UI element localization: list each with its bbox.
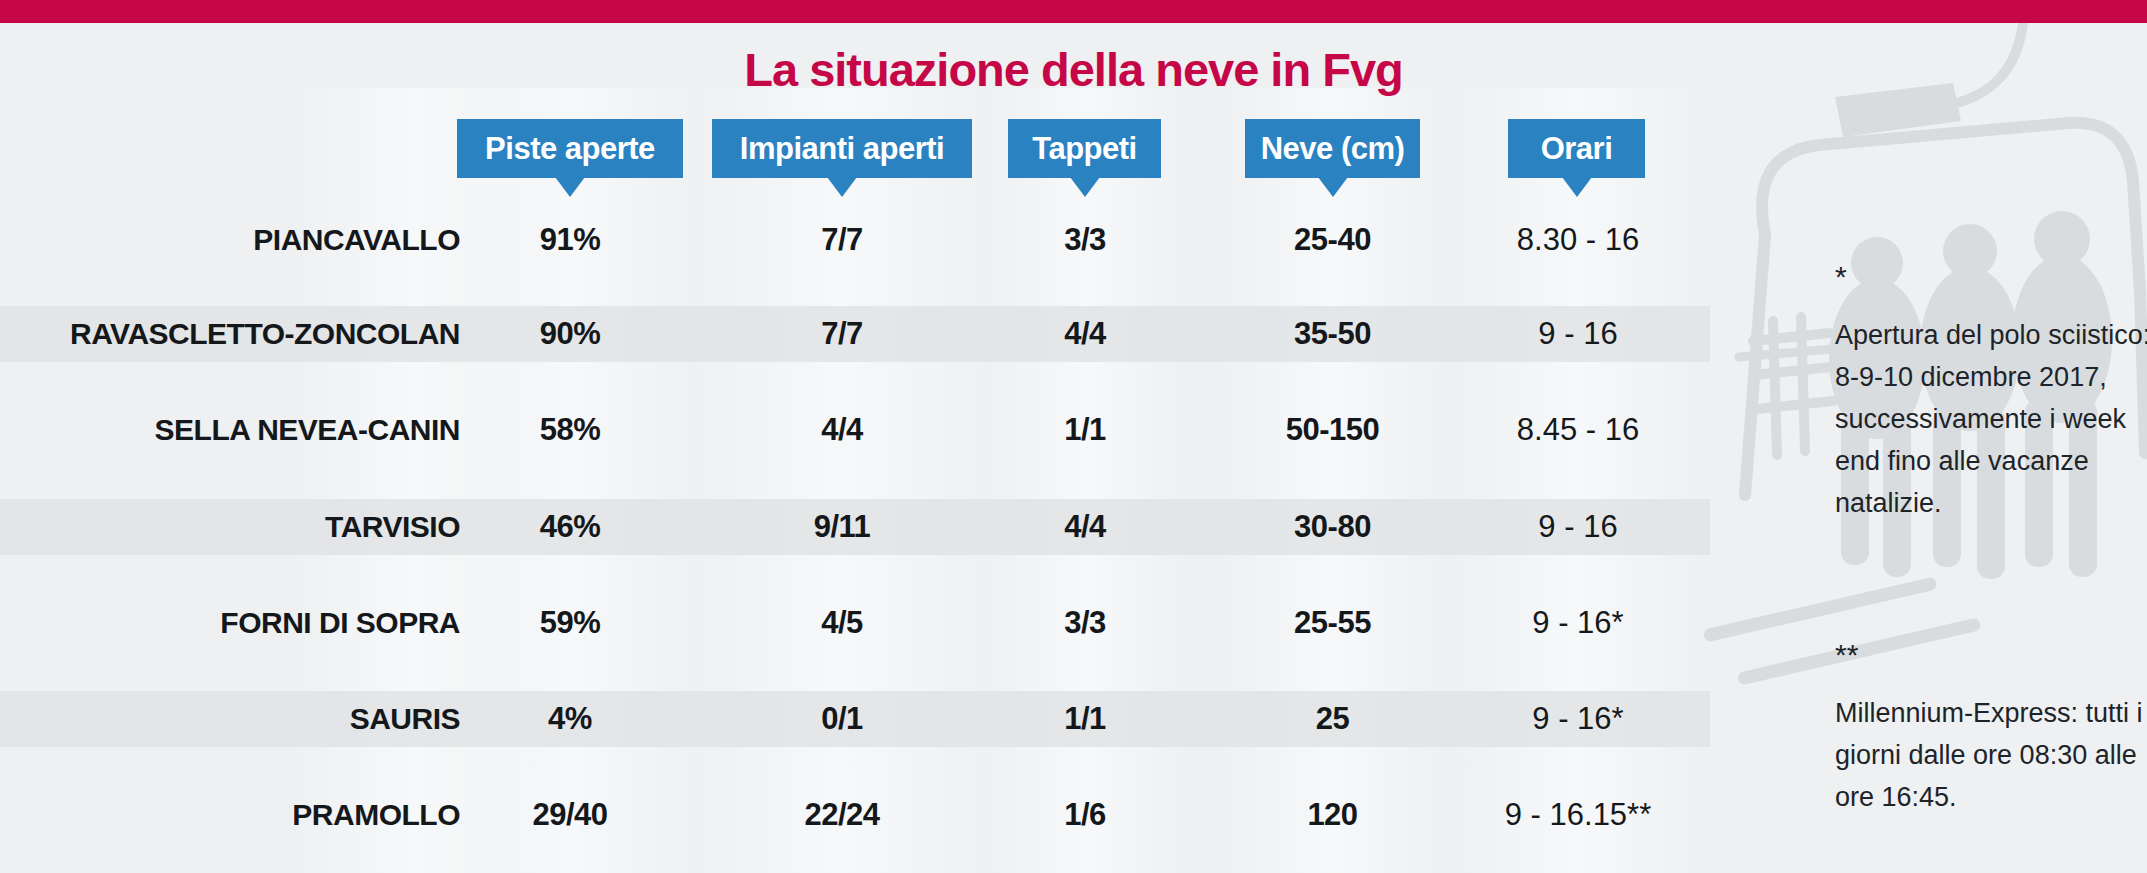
table-row: RAVASCLETTO-ZONCOLAN 90% 7/7 4/4 35-50 9… [0, 312, 1710, 356]
piste-aperte: 46% [460, 505, 680, 549]
resort-name: FORNI DI SOPRA [0, 601, 460, 645]
footnote-text: Millennium-Express: tutti i giorni dalle… [1835, 692, 2147, 818]
infographic-snow-situation-fvg: La situazione della neve in Fvg Piste ap… [0, 0, 2147, 873]
piste-aperte: 29/40 [460, 793, 680, 837]
footnote-marker: ** [1835, 640, 2147, 670]
neve-cm: 25-40 [1243, 218, 1422, 262]
tappeti: 1/6 [1008, 793, 1162, 837]
table-row: SELLA NEVEA-CANIN 58% 4/4 1/1 50-150 8.4… [0, 408, 1710, 452]
footnote-single-asterisk: * Apertura del polo sciistico: 8-9-10 di… [1835, 262, 2147, 524]
column-band [438, 88, 702, 873]
column-band [688, 88, 992, 873]
impianti-aperti: 4/4 [710, 408, 974, 452]
impianti-aperti: 0/1 [710, 697, 974, 741]
piste-aperte: 90% [460, 312, 680, 356]
column-band [982, 88, 1188, 873]
neve-cm: 120 [1243, 793, 1422, 837]
orari: 9 - 16* [1476, 697, 1680, 741]
tappeti: 4/4 [1008, 505, 1162, 549]
page-title: La situazione della neve in Fvg [0, 42, 2147, 97]
impianti-aperti: 4/5 [710, 601, 974, 645]
table-row: SAURIS 4% 0/1 1/1 25 9 - 16* [0, 697, 1710, 741]
impianti-aperti: 22/24 [710, 793, 974, 837]
resort-name: TARVISIO [0, 505, 460, 549]
orari: 9 - 16 [1476, 505, 1680, 549]
column-header-piste-aperte: Piste aperte [457, 119, 683, 178]
column-header-orari: Orari [1508, 119, 1645, 178]
neve-cm: 35-50 [1243, 312, 1422, 356]
piste-aperte: 58% [460, 408, 680, 452]
footnote-marker: * [1835, 262, 2147, 292]
resort-name: RAVASCLETTO-ZONCOLAN [0, 312, 460, 356]
piste-aperte: 59% [460, 601, 680, 645]
impianti-aperti: 9/11 [710, 505, 974, 549]
orari: 8.45 - 16 [1476, 408, 1680, 452]
neve-cm: 30-80 [1243, 505, 1422, 549]
resort-name: SAURIS [0, 697, 460, 741]
tappeti: 3/3 [1008, 601, 1162, 645]
table-row: PRAMOLLO 29/40 22/24 1/6 120 9 - 16.15** [0, 793, 1710, 837]
piste-aperte: 4% [460, 697, 680, 741]
footnote-text: Apertura del polo sciistico: 8-9-10 dice… [1835, 314, 2147, 524]
neve-cm: 25-55 [1243, 601, 1422, 645]
tappeti: 1/1 [1008, 408, 1162, 452]
orari: 9 - 16.15** [1476, 793, 1680, 837]
footnote-double-asterisk: ** Millennium-Express: tutti i giorni da… [1835, 640, 2147, 818]
resort-name: PRAMOLLO [0, 793, 460, 837]
column-header-neve-cm: Neve (cm) [1245, 119, 1420, 178]
column-header-impianti-aperti: Impianti aperti [712, 119, 972, 178]
orari: 8.30 - 16 [1476, 218, 1680, 262]
column-band [1452, 88, 1702, 873]
column-header-tappeti: Tappeti [1008, 119, 1161, 178]
tappeti: 4/4 [1008, 312, 1162, 356]
neve-cm: 50-150 [1243, 408, 1422, 452]
resort-name: SELLA NEVEA-CANIN [0, 408, 460, 452]
piste-aperte: 91% [460, 218, 680, 262]
tappeti: 3/3 [1008, 218, 1162, 262]
impianti-aperti: 7/7 [710, 218, 974, 262]
impianti-aperti: 7/7 [710, 312, 974, 356]
tappeti: 1/1 [1008, 697, 1162, 741]
top-accent-bar [0, 0, 2147, 23]
resort-name: PIANCAVALLO [0, 218, 460, 262]
orari: 9 - 16* [1476, 601, 1680, 645]
orari: 9 - 16 [1476, 312, 1680, 356]
table-row: PIANCAVALLO 91% 7/7 3/3 25-40 8.30 - 16 [0, 218, 1710, 262]
neve-cm: 25 [1243, 697, 1422, 741]
column-band [1218, 88, 1447, 873]
table-row: TARVISIO 46% 9/11 4/4 30-80 9 - 16 [0, 505, 1710, 549]
table-row: FORNI DI SOPRA 59% 4/5 3/3 25-55 9 - 16* [0, 601, 1710, 645]
